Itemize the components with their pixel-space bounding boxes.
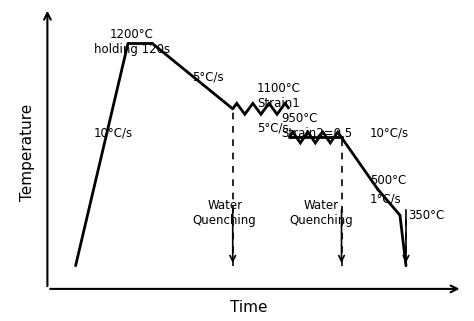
Text: Time: Time [230, 300, 268, 315]
Text: 950°C
Strain2=0.5: 950°C Strain2=0.5 [281, 111, 352, 140]
Text: 1200°C
holding 120s: 1200°C holding 120s [94, 28, 170, 56]
Text: Temperature: Temperature [20, 104, 35, 201]
Text: 5°C/s: 5°C/s [257, 121, 289, 134]
Text: 5°C/s: 5°C/s [192, 71, 224, 83]
Text: 500°C: 500°C [370, 174, 406, 187]
Text: Water
Quenching: Water Quenching [290, 199, 353, 227]
Text: 1°C/s: 1°C/s [370, 192, 401, 205]
Text: 1100°C
Strain1: 1100°C Strain1 [257, 82, 301, 109]
Text: 10°C/s: 10°C/s [94, 127, 133, 140]
Text: Water
Quenching: Water Quenching [193, 199, 256, 227]
Text: 10°C/s: 10°C/s [370, 127, 409, 140]
Text: 350°C: 350°C [408, 209, 444, 222]
